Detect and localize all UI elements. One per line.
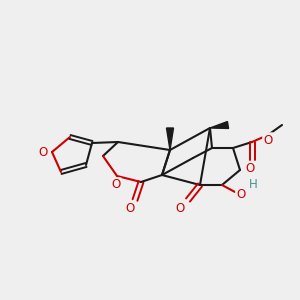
- Text: O: O: [176, 202, 184, 214]
- Polygon shape: [210, 122, 229, 128]
- Text: H: H: [249, 178, 257, 191]
- Text: O: O: [125, 202, 135, 215]
- Text: O: O: [38, 146, 48, 158]
- Text: O: O: [111, 178, 121, 191]
- Text: O: O: [236, 188, 246, 200]
- Text: O: O: [263, 134, 273, 146]
- Polygon shape: [167, 128, 173, 150]
- Text: O: O: [245, 163, 255, 176]
